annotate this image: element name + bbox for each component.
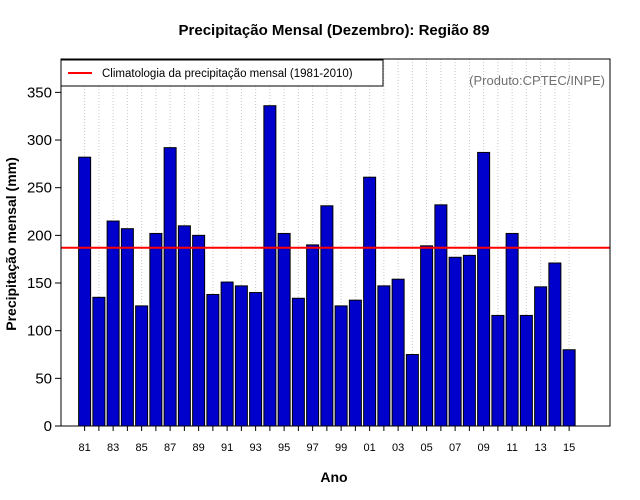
- plot-frame: [60, 58, 611, 427]
- bar-91: [220, 281, 234, 427]
- bar-97: [306, 244, 320, 427]
- y-axis-label: Precipitação mensal (mm): [3, 157, 19, 331]
- x-axis-label: Ano: [320, 469, 347, 485]
- chart-title: Precipitação Mensal (Dezembro): Região 8…: [179, 22, 490, 39]
- bar-84: [120, 228, 134, 427]
- bar-02: [377, 285, 391, 427]
- y-tick-label: 250: [27, 180, 52, 197]
- bar-00: [348, 299, 362, 427]
- bar-89: [192, 234, 206, 427]
- bar-83: [106, 220, 120, 427]
- bar-81: [78, 156, 92, 427]
- bar-95: [277, 232, 291, 427]
- x-tick-label: 97: [307, 442, 319, 454]
- y-tick-label: 100: [27, 323, 52, 340]
- bar-09: [477, 151, 491, 427]
- x-tick-label: 13: [535, 442, 547, 454]
- bar-92: [234, 285, 248, 427]
- bar-86: [149, 232, 163, 427]
- source-credit: (Produto:CPTEC/INPE): [469, 73, 605, 88]
- bar-11: [505, 232, 519, 427]
- y-tick-label: 350: [27, 84, 52, 101]
- bar-03: [391, 278, 405, 427]
- bar-96: [291, 297, 305, 427]
- x-tick-label: 87: [164, 442, 176, 454]
- x-tick-label: 03: [392, 442, 404, 454]
- bar-99: [334, 305, 348, 427]
- bar-15: [562, 349, 576, 427]
- bar-14: [548, 262, 562, 427]
- legend-label: Climatologia da precipitação mensal (198…: [102, 68, 353, 80]
- bar-87: [163, 147, 177, 427]
- x-axis: 81 83 85 87 89 91 93 95 97 99 01 03 05 07 09 11 13 15: [79, 426, 575, 454]
- y-tick-label: 50: [35, 370, 52, 387]
- bar-88: [177, 225, 191, 427]
- legend: Climatologia da precipitação mensal (198…: [60, 59, 384, 87]
- x-tick-label: 09: [478, 442, 490, 454]
- x-tick-label: 11: [506, 442, 517, 454]
- x-tick-label: 93: [250, 442, 262, 454]
- bar-93: [249, 292, 263, 427]
- bar-94: [263, 105, 277, 427]
- legend-box: [60, 59, 384, 87]
- bar-90: [206, 293, 220, 427]
- bar-05: [420, 245, 434, 427]
- bar-06: [434, 204, 448, 427]
- bar-98: [320, 205, 334, 427]
- bar-04: [405, 354, 419, 427]
- y-tick-label: 0: [44, 418, 52, 435]
- bars: [78, 105, 576, 427]
- bar-08: [462, 254, 476, 427]
- bar-10: [491, 314, 505, 427]
- x-tick-label: 89: [193, 442, 205, 454]
- y-axis: 0 50 100 150 200 250 300 350: [27, 84, 61, 435]
- x-tick-label: 01: [364, 442, 376, 454]
- x-tick-label: 95: [278, 442, 290, 454]
- x-tick-label: 83: [107, 442, 119, 454]
- bar-07: [448, 256, 462, 427]
- y-tick-label: 200: [27, 227, 52, 244]
- bar-12: [519, 314, 533, 427]
- y-tick-label: 300: [27, 132, 52, 149]
- x-tick-label: 81: [79, 442, 91, 454]
- x-tick-label: 99: [335, 442, 347, 454]
- x-tick-label: 05: [421, 442, 433, 454]
- bar-01: [363, 176, 377, 427]
- bar-85: [135, 305, 149, 427]
- x-tick-label: 07: [449, 442, 461, 454]
- x-tick-label: 91: [221, 442, 233, 454]
- x-tick-label: 85: [136, 442, 148, 454]
- x-tick-label: 15: [563, 442, 575, 454]
- bar-82: [92, 296, 106, 427]
- y-tick-label: 150: [27, 275, 52, 292]
- bar-13: [534, 286, 548, 427]
